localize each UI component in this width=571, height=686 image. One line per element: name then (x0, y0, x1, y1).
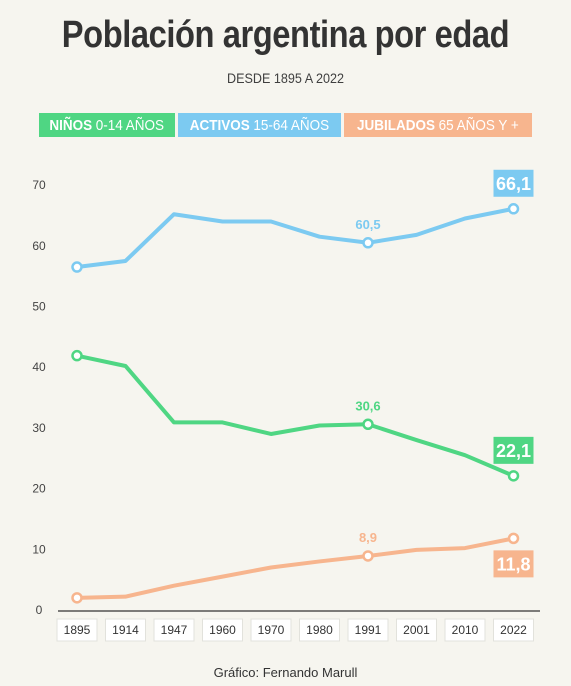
data-label: 30,6 (355, 398, 380, 413)
data-point-marker (71, 261, 83, 273)
chart-title: Población argentina por edad (61, 14, 510, 56)
x-tick-box (202, 618, 243, 642)
data-label: 22,1 (496, 441, 531, 461)
x-tick-box (105, 618, 146, 642)
data-label-box (493, 550, 534, 578)
data-label: 60,5 (355, 217, 380, 232)
data-label: 8,9 (359, 530, 377, 545)
x-tick-box (56, 618, 98, 642)
data-label: 66,1 (496, 174, 531, 194)
x-tick-label: 1914 (112, 623, 139, 637)
x-tick-label: 2022 (500, 623, 527, 637)
chart-subtitle: DESDE 1895 A 2022 (227, 70, 344, 86)
series-line-0 (75, 206, 516, 270)
x-tick-box (493, 618, 534, 642)
x-tick-label: 1895 (64, 623, 91, 637)
legend: NIÑOS 0-14 AÑOS ACTIVOS 15-64 AÑOS JUBILAD… (0, 113, 571, 137)
x-tick-box (299, 618, 340, 642)
data-label-box (493, 169, 534, 197)
y-tick-label: 70 (32, 178, 46, 192)
data-point-marker (507, 532, 520, 545)
legend-label-range: 15-64 AÑOS (253, 116, 330, 134)
series-line-1 (75, 353, 516, 478)
data-point-marker (507, 203, 520, 215)
x-tick-label: 1960 (209, 623, 236, 637)
y-tick-label: 30 (32, 421, 46, 435)
x-tick-box (444, 618, 486, 642)
data-point-marker (71, 592, 83, 604)
data-point-marker (362, 237, 374, 249)
y-tick-label: 0 (36, 603, 43, 617)
chart-credit: Gráfico: Fernando Marull (213, 665, 358, 680)
y-tick-label: 60 (32, 239, 46, 253)
data-point-marker (71, 349, 83, 362)
data-label: 11,8 (496, 554, 530, 574)
legend-label-bold: JUBILADOS (356, 116, 435, 134)
x-tick-box (347, 618, 389, 642)
data-point-marker (507, 470, 520, 482)
legend-item-activos: ACTIVOS 15-64 AÑOS (177, 113, 341, 137)
legend-item-ninos: NIÑOS 0-14 AÑOS (39, 113, 175, 137)
x-tick-label: 1980 (306, 623, 333, 637)
y-tick-label: 10 (32, 542, 46, 556)
legend-label-range: 65 AÑOS Y + (438, 116, 519, 134)
data-label-box (493, 436, 534, 464)
legend-label-bold: ACTIVOS (189, 116, 250, 134)
x-tick-label: 1947 (161, 623, 188, 637)
legend-label-bold: NIÑOS (49, 116, 93, 134)
y-tick-label: 40 (32, 360, 46, 374)
legend-item-jubilados: JUBILADOS 65 AÑOS Y + (343, 113, 532, 137)
y-tick-label: 20 (32, 482, 46, 496)
data-point-marker (362, 550, 374, 562)
x-tick-box (250, 618, 292, 642)
series-line-2 (75, 536, 516, 600)
x-tick-box (396, 618, 437, 642)
x-tick-label: 1970 (258, 623, 285, 637)
x-tick-box (153, 618, 195, 642)
x-tick-label: 2001 (403, 623, 430, 637)
y-tick-label: 50 (32, 300, 46, 314)
data-point-marker (362, 418, 374, 431)
legend-label-range: 0-14 AÑOS (96, 116, 165, 134)
x-tick-label: 2010 (452, 623, 479, 637)
x-tick-label: 1991 (355, 623, 382, 637)
